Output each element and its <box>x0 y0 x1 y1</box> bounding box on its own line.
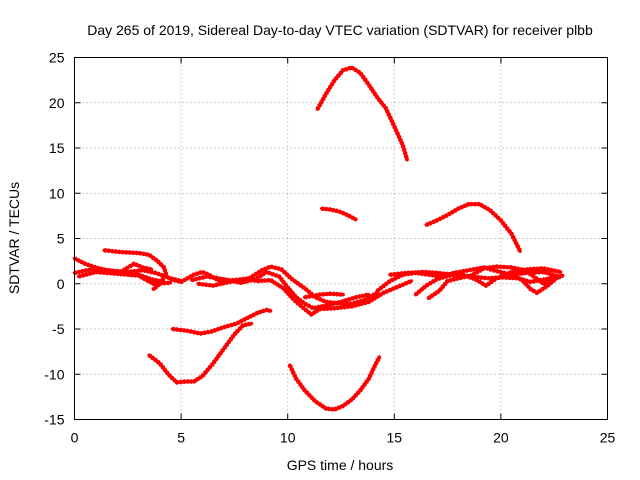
series-arc-m <box>315 65 409 162</box>
y-tick-label: -5 <box>52 321 65 337</box>
series-arc-l-markers <box>287 356 382 412</box>
series-arc-h-markers <box>197 276 413 317</box>
series-arc-n-markers <box>321 206 357 222</box>
series-arc-m-markers <box>315 65 410 161</box>
y-tick-label: -15 <box>44 412 64 428</box>
y-tick-label: 10 <box>49 185 65 201</box>
grid <box>74 57 608 420</box>
series-arc-j-markers <box>172 307 272 336</box>
y-tick-label: 15 <box>49 140 65 156</box>
series-arc-i-markers <box>304 291 344 300</box>
series-arc-q-markers <box>389 269 562 285</box>
series-arc-l <box>288 355 382 412</box>
x-tick-label: 25 <box>600 430 616 446</box>
y-tick-label: 20 <box>49 95 65 111</box>
y-axis-label: SDTVAR / TECUs <box>6 182 22 294</box>
series-arc-a-markers <box>73 256 165 285</box>
series-arc-e-markers <box>122 261 152 273</box>
axis-ticks: 0 5 10 15 20 25 -15 -10 -5 0 5 10 15 20 25 <box>44 50 615 446</box>
series-group <box>72 65 565 412</box>
series-arc-k-markers <box>147 321 252 385</box>
x-axis-label: GPS time / hours <box>287 457 394 473</box>
series-arc-r-markers <box>427 264 553 301</box>
series-arc-s-markers <box>414 266 562 297</box>
x-tick-label: 15 <box>387 430 403 446</box>
x-tick-label: 10 <box>280 430 296 446</box>
series-arc-c-markers <box>78 269 171 287</box>
y-tick-label: 25 <box>49 50 65 66</box>
y-tick-label: 0 <box>57 276 65 292</box>
series-arc-b-markers <box>74 267 182 284</box>
series-arc-g-markers <box>191 269 370 311</box>
series-arc-o <box>424 202 522 253</box>
series-arc-t-markers <box>512 273 564 296</box>
x-tick-label: 5 <box>177 430 185 446</box>
plot-frame <box>74 57 608 420</box>
chart-title: Day 265 of 2019, Sidereal Day-to-day VTE… <box>87 22 593 38</box>
y-tick-label: -10 <box>44 366 64 382</box>
series-arc-d-markers <box>104 248 169 291</box>
series-arc-o-markers <box>425 201 523 253</box>
y-tick-label: 5 <box>57 231 65 247</box>
x-tick-label: 20 <box>493 430 509 446</box>
x-tick-label: 0 <box>71 430 79 446</box>
